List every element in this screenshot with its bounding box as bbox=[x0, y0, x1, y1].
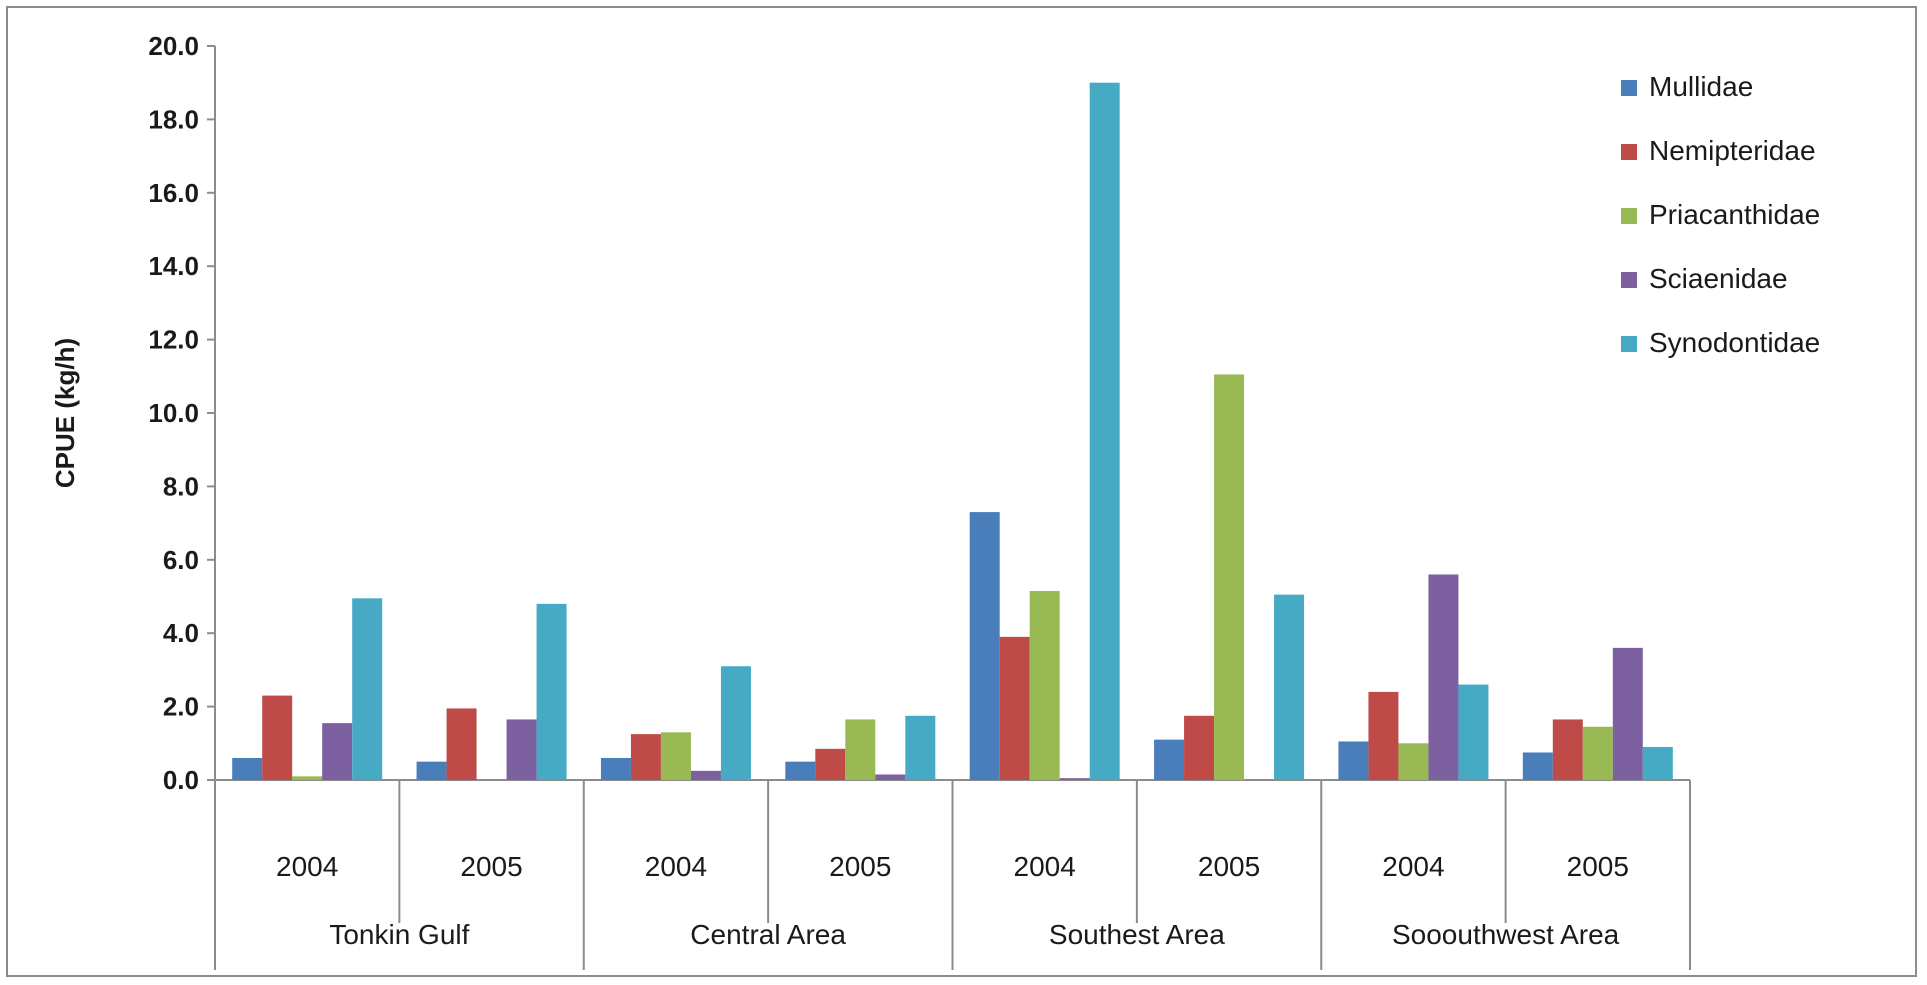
bar bbox=[660, 732, 691, 780]
bar bbox=[1612, 647, 1643, 780]
bar bbox=[506, 719, 537, 780]
bar bbox=[1458, 684, 1489, 780]
legend-label: Priacanthidae bbox=[1649, 199, 1820, 230]
x-group-label: Sooouthwest Area bbox=[1392, 919, 1620, 950]
x-axis: 2004 2005 2004 2005 2004 2005 2004 2005 Tonkin G… bbox=[214, 780, 1691, 970]
chart-frame: 2004 2005 2004 2005 2004 2005 2004 2005 Tonkin G… bbox=[6, 6, 1917, 977]
bar bbox=[1029, 590, 1060, 780]
y-tick-label: 18.0 bbox=[148, 104, 199, 134]
bar bbox=[1522, 752, 1553, 780]
bar bbox=[969, 512, 1000, 780]
x-group-label: Southest Area bbox=[1049, 919, 1225, 950]
legend-label: Mullidae bbox=[1649, 71, 1753, 102]
legend-label: Nemipteridae bbox=[1649, 135, 1816, 166]
bar bbox=[875, 774, 906, 780]
bar bbox=[232, 757, 263, 780]
bar bbox=[352, 598, 383, 780]
bar bbox=[1552, 719, 1583, 780]
y-axis: 0.0 2.0 4.0 6.0 8.0 10.0 12.0 14.0 16.0 18.0 20.0 bbox=[148, 31, 215, 795]
bar bbox=[1338, 741, 1369, 780]
bar bbox=[845, 719, 876, 780]
bar bbox=[416, 761, 447, 780]
bar bbox=[630, 734, 661, 780]
bar bbox=[1089, 82, 1120, 780]
bar bbox=[600, 757, 631, 780]
bar bbox=[1214, 374, 1245, 780]
x-tick-label: 2004 bbox=[1014, 851, 1076, 882]
y-tick-label: 0.0 bbox=[163, 765, 199, 795]
y-tick-label: 4.0 bbox=[163, 618, 199, 648]
bar bbox=[785, 761, 816, 780]
bar bbox=[1368, 691, 1399, 780]
legend-swatch bbox=[1621, 336, 1637, 352]
bar bbox=[536, 603, 567, 780]
bar bbox=[1582, 726, 1613, 780]
bar bbox=[1059, 778, 1090, 780]
x-group-label: Tonkin Gulf bbox=[329, 919, 469, 950]
legend-label: Sciaenidae bbox=[1649, 263, 1788, 294]
bar bbox=[1398, 743, 1429, 780]
y-tick-label: 14.0 bbox=[148, 251, 199, 281]
y-tick-label: 8.0 bbox=[163, 471, 199, 501]
x-group-label: Central Area bbox=[690, 919, 846, 950]
legend: Mullidae Nemipteridae Priacanthidae Sciaeni… bbox=[1621, 71, 1820, 358]
y-tick-label: 20.0 bbox=[148, 31, 199, 61]
bar bbox=[815, 748, 846, 780]
axes bbox=[214, 46, 1690, 781]
bar bbox=[322, 723, 353, 780]
bar bbox=[905, 715, 936, 780]
y-tick-label: 2.0 bbox=[163, 692, 199, 722]
x-tick-label: 2005 bbox=[1567, 851, 1629, 882]
y-tick-label: 10.0 bbox=[148, 398, 199, 428]
bar bbox=[690, 770, 721, 780]
legend-label: Synodontidae bbox=[1649, 327, 1820, 358]
x-tick-label: 2004 bbox=[276, 851, 338, 882]
x-tick-label: 2004 bbox=[645, 851, 707, 882]
x-tick-label: 2005 bbox=[460, 851, 522, 882]
bar bbox=[292, 776, 323, 780]
y-tick-label: 6.0 bbox=[163, 545, 199, 575]
bar bbox=[1428, 574, 1459, 780]
bar bbox=[1184, 715, 1215, 780]
x-tick-label: 2004 bbox=[1382, 851, 1444, 882]
bars bbox=[232, 82, 1673, 780]
bar bbox=[446, 708, 477, 780]
x-tick-label: 2005 bbox=[1198, 851, 1260, 882]
bar bbox=[262, 695, 293, 780]
legend-swatch bbox=[1621, 272, 1637, 288]
legend-swatch bbox=[1621, 80, 1637, 96]
y-tick-label: 12.0 bbox=[148, 325, 199, 355]
y-axis-label: CPUE (kg/h) bbox=[50, 338, 80, 488]
bar bbox=[999, 636, 1030, 780]
bar bbox=[1154, 739, 1185, 780]
legend-swatch bbox=[1621, 208, 1637, 224]
x-tick-label: 2005 bbox=[829, 851, 891, 882]
bar bbox=[720, 666, 751, 780]
legend-swatch bbox=[1621, 144, 1637, 160]
bar-chart: 2004 2005 2004 2005 2004 2005 2004 2005 Tonkin G… bbox=[50, 31, 1820, 970]
y-tick-label: 16.0 bbox=[148, 178, 199, 208]
bar bbox=[1642, 746, 1673, 780]
bar bbox=[1274, 594, 1305, 780]
